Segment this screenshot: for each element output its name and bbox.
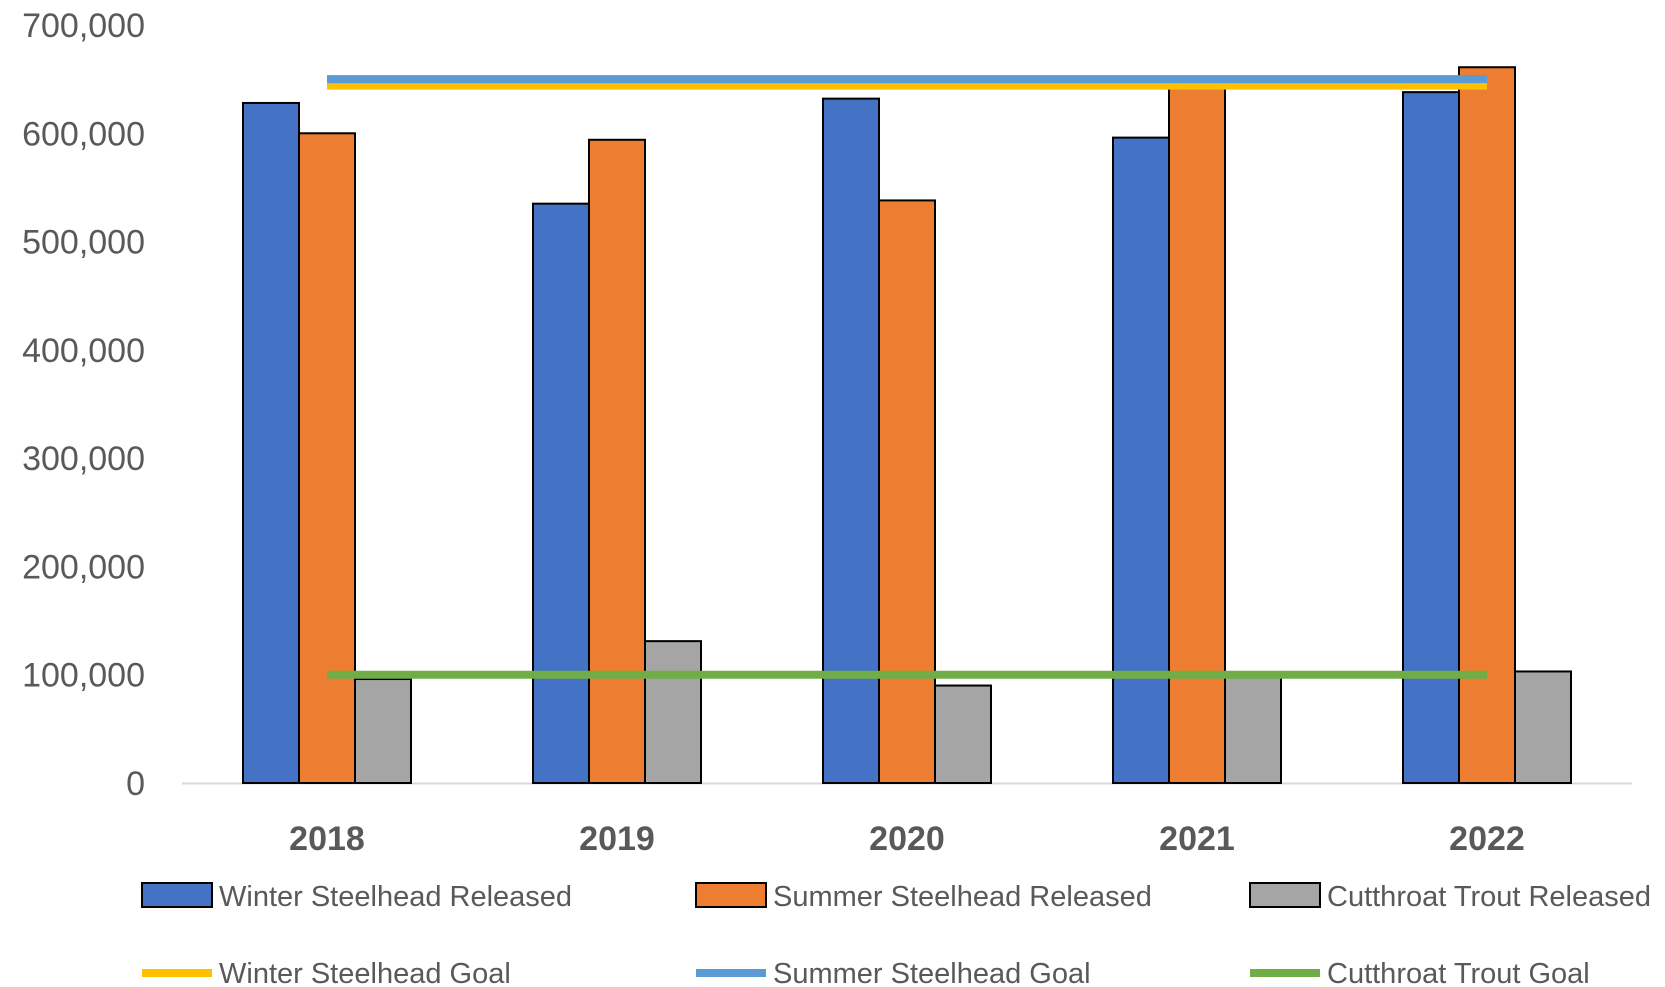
x-tick-label: 2022 (1449, 820, 1525, 858)
legend-summer-steelhead-released-swatch (695, 882, 767, 908)
legend-cutthroat-trout-released-swatch (1249, 882, 1321, 908)
x-tick-label: 2018 (289, 820, 365, 858)
bar-summer-steelhead-released-2020 (878, 199, 936, 784)
legend: Winter Steelhead Released Summer Steelhea… (141, 881, 1651, 987)
legend-winter-steelhead-released-swatch (141, 882, 213, 908)
bar-winter-steelhead-released-2022 (1402, 91, 1460, 784)
bar-cutthroat-trout-released-2020 (934, 684, 992, 784)
goal-lines (327, 75, 1487, 679)
y-tick-label: 100,000 (22, 657, 145, 695)
y-tick-label: 700,000 (22, 7, 145, 45)
legend-winter-steelhead-released-label: Winter Steelhead Released (219, 881, 572, 913)
legend-summer-steelhead-goal-label: Summer Steelhead Goal (773, 958, 1091, 987)
y-tick-label: 200,000 (22, 548, 145, 586)
x-tick-label: 2021 (1159, 820, 1235, 858)
bar-summer-steelhead-released-2021 (1168, 78, 1226, 784)
bar-cutthroat-trout-released-2019 (644, 640, 702, 784)
bar-winter-steelhead-released-2020 (822, 97, 880, 785)
bar-summer-steelhead-released-2019 (588, 138, 646, 785)
x-tick-label: 2019 (579, 820, 655, 858)
y-axis: 700,000 600,000 500,000 400,000 300,000 200,0… (22, 7, 145, 803)
legend-cutthroat-trout-released-label: Cutthroat Trout Released (1327, 881, 1651, 913)
legend-summer-steelhead-released-label: Summer Steelhead Released (773, 881, 1152, 913)
bar-winter-steelhead-released-2018 (242, 101, 300, 785)
y-tick-label: 400,000 (22, 332, 145, 370)
x-tick-label: 2020 (869, 820, 945, 858)
legend-winter-steelhead-goal-label: Winter Steelhead Goal (219, 958, 511, 987)
bar-summer-steelhead-released-2022 (1458, 66, 1516, 784)
y-tick-label: 300,000 (22, 440, 145, 478)
bar-winter-steelhead-released-2021 (1112, 136, 1170, 785)
y-tick-label: 600,000 (22, 115, 145, 153)
x-axis: 2018 2019 2020 2021 2022 (182, 782, 1632, 858)
bar-cutthroat-trout-released-2022 (1514, 670, 1572, 784)
bar-cutthroat-trout-released-2021 (1224, 673, 1282, 785)
y-tick-label: 500,000 (22, 224, 145, 262)
bar-winter-steelhead-released-2019 (532, 202, 590, 784)
bar-summer-steelhead-released-2018 (298, 132, 356, 785)
legend-cutthroat-trout-goal-label: Cutthroat Trout Goal (1327, 958, 1590, 987)
y-tick-label: 0 (126, 765, 145, 803)
bar-cutthroat-trout-released-2018 (354, 678, 412, 784)
